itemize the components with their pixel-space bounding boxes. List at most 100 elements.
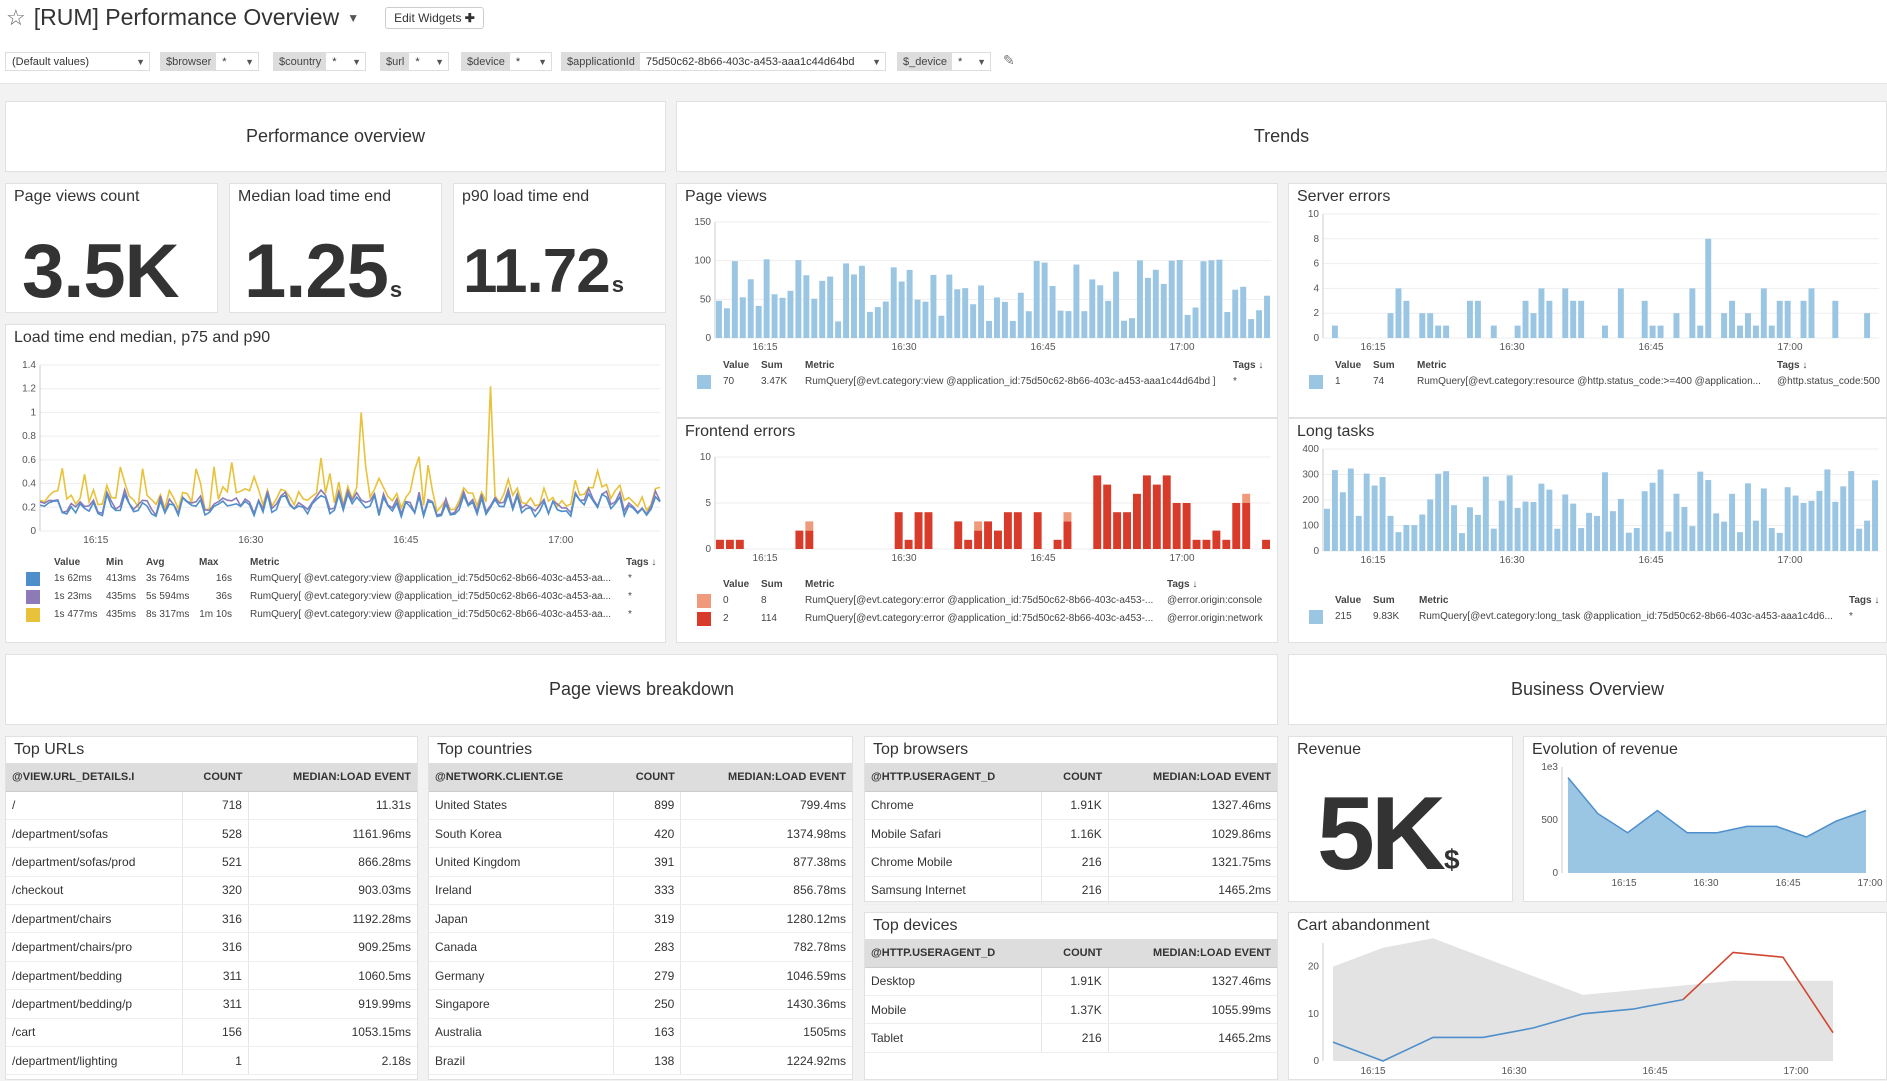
bar-network <box>1113 512 1122 549</box>
bar <box>1331 325 1338 338</box>
edit-widgets-button[interactable]: Edit Widgets ✚ <box>385 6 484 29</box>
bar <box>970 304 977 338</box>
x-tick-label: 16:30 <box>1693 878 1718 889</box>
table-cell: Chrome <box>865 791 1043 820</box>
column-header[interactable]: COUNT <box>1041 939 1109 968</box>
legend-swatch[interactable] <box>697 594 711 608</box>
table-row[interactable]: /cart 156 1053.15ms <box>6 1018 417 1048</box>
table-row[interactable]: /department/lighting 1 2.18s <box>6 1046 417 1076</box>
bar <box>1657 325 1664 338</box>
column-header[interactable]: COUNT <box>182 763 249 792</box>
column-header[interactable]: MEDIAN:LOAD EVENT <box>1108 939 1277 968</box>
table-row[interactable]: United States 899 799.4ms <box>429 791 852 820</box>
bar <box>1033 260 1040 338</box>
widget-title: Cart abandonment <box>1297 917 1430 934</box>
bar <box>962 288 969 338</box>
table-header-row: @HTTP.USERAGENT_D COUNT MEDIAN:LOAD EVENT <box>865 939 1277 968</box>
table-row[interactable]: Germany 279 1046.59ms <box>429 961 852 991</box>
star-icon[interactable]: ☆ <box>6 4 26 30</box>
table-row[interactable]: Chrome Mobile 216 1321.75ms <box>865 847 1277 877</box>
filter-device[interactable]: $device * ▼ <box>461 52 552 71</box>
table-row[interactable]: /department/chairs 316 1192.28ms <box>6 904 417 934</box>
table-row[interactable]: Australia 163 1505ms <box>429 1018 852 1048</box>
legend-swatch[interactable] <box>697 375 711 389</box>
legend-avg: 3s 764ms <box>146 573 190 584</box>
table-row[interactable]: Desktop 1.91K 1327.46ms <box>865 967 1277 996</box>
pencil-icon[interactable]: ✎ <box>1003 52 1015 68</box>
column-header[interactable]: COUNT <box>613 763 681 792</box>
legend-header-value: Value <box>723 360 750 371</box>
widget-title: Top browsers <box>873 741 969 758</box>
table-row[interactable]: Samsung Internet 216 1465.2ms <box>865 876 1277 906</box>
bar <box>803 275 810 338</box>
table-cell: 799.4ms <box>680 791 852 820</box>
widget-title: p90 load time end <box>462 188 590 205</box>
legend-swatch[interactable] <box>1309 610 1323 624</box>
bar <box>1705 238 1712 338</box>
table-row[interactable]: /department/bedding 311 1060.5ms <box>6 961 417 991</box>
table-cell: 1161.96ms <box>248 819 417 849</box>
legend-swatch[interactable] <box>26 590 40 604</box>
legend-swatch[interactable] <box>26 572 40 586</box>
column-header[interactable]: @HTTP.USERAGENT_D <box>865 939 1042 968</box>
column-header[interactable]: @VIEW.URL_DETAILS.I <box>6 763 183 792</box>
legend-swatch[interactable] <box>697 612 711 626</box>
bar <box>1705 480 1712 551</box>
filter-browser[interactable]: $browser * ▼ <box>160 52 259 71</box>
bar <box>1697 325 1704 338</box>
column-header[interactable]: MEDIAN:LOAD EVENT <box>680 763 852 792</box>
column-header[interactable]: MEDIAN:LOAD EVENT <box>248 763 417 792</box>
bar <box>1744 483 1751 551</box>
bar <box>1041 262 1048 338</box>
table-row[interactable]: /718 11.31s <box>6 791 417 820</box>
column-header[interactable]: @NETWORK.CLIENT.GE <box>429 763 614 792</box>
bar <box>1697 471 1704 551</box>
table-row[interactable]: Mobile 1.37K 1055.99ms <box>865 995 1277 1025</box>
bar <box>1403 524 1410 551</box>
legend-swatch[interactable] <box>26 608 40 622</box>
saved-view-select[interactable]: (Default values) ▼ <box>5 52 150 71</box>
bar <box>1009 320 1016 338</box>
table-row[interactable]: United Kingdom 391 877.38ms <box>429 847 852 877</box>
table-row[interactable]: /department/sofas/prod 521 866.28ms <box>6 847 417 877</box>
table-row[interactable]: Brazil 138 1224.92ms <box>429 1046 852 1076</box>
chevron-down-icon[interactable]: ▼ <box>347 10 360 25</box>
legend-swatch[interactable] <box>1309 375 1323 389</box>
legend-header-min: Min <box>106 557 124 568</box>
table-row[interactable]: /checkout 320 903.03ms <box>6 876 417 906</box>
table-row[interactable]: /department/chairs/pro 316 909.25ms <box>6 932 417 962</box>
bar-network <box>954 521 963 549</box>
table-row[interactable]: Tablet 216 1465.2ms <box>865 1023 1277 1053</box>
column-header[interactable]: @HTTP.USERAGENT_D <box>865 763 1042 792</box>
table-row[interactable]: Mobile Safari 1.16K 1029.86ms <box>865 819 1277 849</box>
x-tick-label: 16:15 <box>1361 342 1386 353</box>
bar <box>1331 470 1338 551</box>
load-time-timeseries: 1.4 1.2 1 0.8 0.6 0.4 0.2 0 16:15 16:30 16:45 17:00 <box>22 360 661 546</box>
filter-underscore-device[interactable]: $_device * ▼ <box>897 52 991 71</box>
table-cell: Canada <box>429 932 614 962</box>
bar <box>1264 295 1270 338</box>
table-row[interactable]: Canada 283 782.78ms <box>429 932 852 962</box>
filter-country[interactable]: $country * ▼ <box>273 52 366 71</box>
filter-application-id[interactable]: $applicationId 75d50c62-8b66-403c-a453-aa… <box>561 52 886 71</box>
column-header[interactable]: MEDIAN:LOAD EVENT <box>1108 763 1277 792</box>
bar <box>1864 520 1871 551</box>
table-row[interactable]: Japan 319 1280.12ms <box>429 904 852 934</box>
table-row[interactable]: /department/sofas 528 1161.96ms <box>6 819 417 849</box>
table-row[interactable]: Chrome 1.91K 1327.46ms <box>865 791 1277 820</box>
legend-tags: * <box>628 591 632 602</box>
bar <box>1498 500 1505 551</box>
bar <box>1641 300 1648 338</box>
filter-url[interactable]: $url * ▼ <box>380 52 449 71</box>
table-cell: 528 <box>182 819 249 849</box>
bar-network <box>1123 512 1131 549</box>
table-row[interactable]: Ireland 333 856.78ms <box>429 876 852 906</box>
column-header[interactable]: COUNT <box>1041 763 1109 792</box>
bar <box>731 261 738 338</box>
table-row[interactable]: Singapore 250 1430.36ms <box>429 989 852 1019</box>
x-tick-label: 16:30 <box>1501 1066 1526 1077</box>
table-row[interactable]: /department/bedding/p 311 919.99ms <box>6 989 417 1019</box>
table-row[interactable]: South Korea 420 1374.98ms <box>429 819 852 849</box>
bar <box>930 274 937 338</box>
bar <box>978 285 985 338</box>
